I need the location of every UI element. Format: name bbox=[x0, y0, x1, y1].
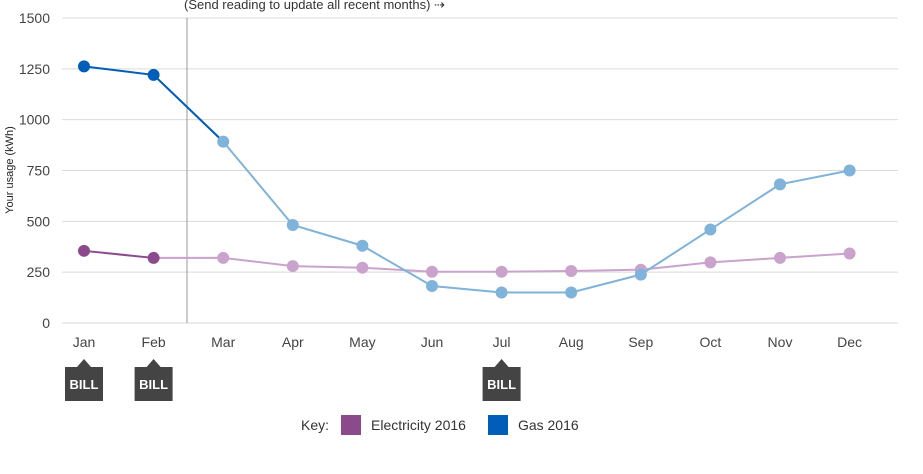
x-tick-oct: Oct bbox=[700, 334, 722, 350]
legend-label-electricity: Electricity 2016 bbox=[371, 417, 466, 433]
y-axis-label: Your usage (kWh) bbox=[4, 126, 16, 214]
legend-swatch-gas bbox=[487, 415, 508, 435]
x-tick-feb: Feb bbox=[142, 334, 166, 350]
bill-label: BILL bbox=[70, 377, 99, 392]
x-tick-jun: Jun bbox=[421, 334, 444, 350]
legend-swatch-electricity bbox=[341, 415, 362, 435]
x-axis-ticks: Jan Feb Mar Apr May Jun Jul Aug Sep Oct Nov Dec bbox=[73, 334, 862, 350]
point-electricity-mar[interactable] bbox=[217, 251, 230, 264]
y-tick-500: 500 bbox=[27, 213, 51, 229]
point-gas-dec[interactable] bbox=[843, 164, 856, 177]
point-gas-sep[interactable] bbox=[634, 268, 647, 281]
point-gas-apr[interactable] bbox=[286, 218, 299, 231]
x-tick-apr: Apr bbox=[282, 334, 304, 350]
point-electricity-aug[interactable] bbox=[565, 264, 578, 277]
point-gas-nov[interactable] bbox=[774, 178, 786, 191]
point-electricity-may[interactable] bbox=[356, 261, 369, 274]
x-tick-sep: Sep bbox=[628, 334, 653, 350]
point-electricity-nov[interactable] bbox=[774, 251, 786, 264]
point-electricity-jan[interactable] bbox=[78, 244, 90, 257]
bill-marker-feb[interactable]: BILL bbox=[134, 359, 173, 401]
series-layer bbox=[78, 60, 856, 299]
point-gas-oct[interactable] bbox=[704, 223, 717, 236]
y-tick-1000: 1000 bbox=[19, 112, 50, 128]
point-gas-jul[interactable] bbox=[495, 286, 508, 299]
point-gas-feb[interactable] bbox=[147, 68, 160, 81]
y-tick-1500: 1500 bbox=[19, 10, 50, 26]
x-tick-may: May bbox=[349, 334, 375, 350]
y-tick-250: 250 bbox=[27, 264, 51, 280]
bill-label: BILL bbox=[487, 377, 516, 392]
x-tick-dec: Dec bbox=[837, 334, 862, 350]
point-gas-jun[interactable] bbox=[426, 279, 438, 292]
send-reading-note[interactable]: (Send reading to update all recent month… bbox=[184, 0, 445, 12]
y-axis-ticks: 0 250 500 750 1000 1250 1500 bbox=[19, 10, 50, 331]
point-electricity-oct[interactable] bbox=[704, 256, 717, 269]
point-gas-mar[interactable] bbox=[217, 135, 230, 148]
y-tick-1250: 1250 bbox=[19, 61, 50, 77]
x-tick-mar: Mar bbox=[211, 334, 235, 350]
x-tick-jul: Jul bbox=[493, 334, 511, 350]
point-electricity-dec[interactable] bbox=[843, 247, 856, 260]
legend: Key: Electricity 2016 Gas 2016 bbox=[301, 415, 601, 435]
bill-label: BILL bbox=[139, 377, 168, 392]
point-electricity-jun[interactable] bbox=[426, 265, 438, 278]
x-tick-jan: Jan bbox=[73, 334, 96, 350]
series-line-gas-transition bbox=[152, 74, 224, 143]
bill-marker-jul[interactable]: BILL bbox=[482, 359, 521, 401]
point-electricity-apr[interactable] bbox=[286, 260, 299, 273]
point-electricity-feb[interactable] bbox=[147, 251, 160, 264]
bill-marker-jan[interactable]: BILL bbox=[65, 359, 103, 401]
x-tick-aug: Aug bbox=[559, 334, 584, 350]
y-tick-0: 0 bbox=[42, 315, 50, 331]
point-gas-jan[interactable] bbox=[78, 60, 90, 73]
point-electricity-jul[interactable] bbox=[495, 265, 508, 278]
x-tick-nov: Nov bbox=[768, 334, 793, 350]
legend-title: Key: bbox=[301, 417, 330, 433]
series-line-gas-actual bbox=[83, 65, 154, 76]
series-line-electricity-actual bbox=[83, 249, 154, 259]
bill-markers: BILL BILL BILL bbox=[65, 359, 521, 401]
legend-label-gas: Gas 2016 bbox=[517, 417, 579, 433]
point-gas-may[interactable] bbox=[356, 239, 369, 252]
y-tick-750: 750 bbox=[27, 163, 51, 179]
point-gas-aug[interactable] bbox=[565, 286, 578, 299]
